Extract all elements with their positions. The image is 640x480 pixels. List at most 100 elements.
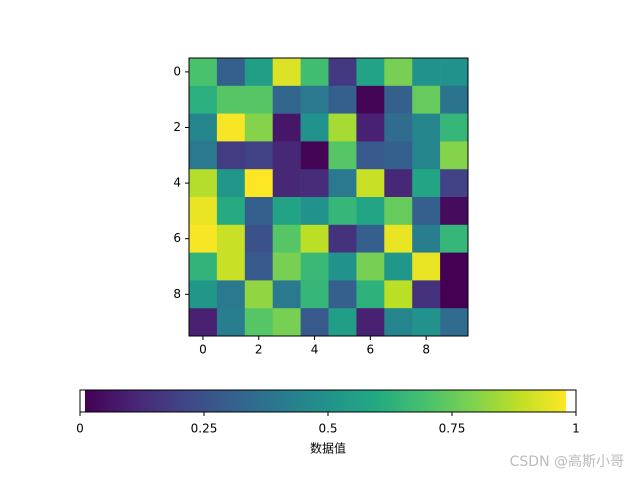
heatmap-cell (189, 113, 218, 142)
heatmap-cell (244, 141, 273, 170)
heatmap-cell (328, 252, 357, 281)
heatmap-cell (216, 252, 246, 281)
heatmap-cell (244, 113, 273, 142)
heatmap-cell (300, 252, 329, 281)
heatmap-cell (440, 113, 469, 142)
heatmap-cell (189, 280, 218, 309)
x-tick-label: 8 (422, 343, 430, 357)
heatmap-cell (384, 197, 413, 226)
y-tick-label: 6 (173, 231, 181, 245)
heatmap-cell (244, 308, 273, 337)
heatmap-cell (272, 224, 301, 253)
heatmap-cell (328, 113, 357, 142)
heatmap-cell (272, 141, 301, 170)
y-tick-label: 4 (173, 176, 181, 190)
heatmap-cell (440, 224, 469, 253)
plot-frame (188, 57, 469, 337)
heatmap-cell (440, 308, 469, 337)
heatmap-cell (412, 85, 441, 114)
y-tick-label: 8 (173, 287, 181, 301)
heatmap-cell (300, 280, 329, 309)
heatmap-cell (440, 280, 469, 309)
heatmap-cell (189, 141, 218, 170)
heatmap-cell (272, 169, 301, 198)
heatmap-cell (412, 58, 441, 87)
x-tick-label: 0 (199, 343, 207, 357)
y-tick-label: 0 (173, 64, 181, 78)
heatmap-cell (384, 85, 413, 114)
heatmap-cell (272, 58, 301, 87)
heatmap-cell (300, 85, 329, 114)
heatmap-cell (328, 280, 357, 309)
colorbar-tick-label: 0.5 (318, 422, 337, 436)
heatmap-cell (384, 113, 413, 142)
heatmap-cell (216, 141, 246, 170)
heatmap-cell (384, 252, 413, 281)
heatmap-cell (300, 308, 329, 337)
heatmap-cell (272, 308, 301, 337)
heatmap-cell (328, 141, 357, 170)
y-tick-label: 2 (173, 120, 181, 134)
heatmap-cell (440, 85, 469, 114)
heatmap-cell (384, 141, 413, 170)
heatmap-cell (384, 169, 413, 198)
heatmap-cell (328, 169, 357, 198)
heatmap-cell (300, 113, 329, 142)
heatmap-cell (412, 169, 441, 198)
heatmap-cell (412, 224, 441, 253)
heatmap-cell (189, 85, 218, 114)
heatmap-cell (244, 252, 273, 281)
heatmap-cell (412, 113, 441, 142)
heatmap-cell (189, 224, 218, 253)
heatmap-cell (300, 224, 329, 253)
heatmap-cell (189, 58, 218, 87)
heatmap-cell (216, 280, 246, 309)
heatmap-cell (244, 169, 273, 198)
heatmap-cell (384, 280, 413, 309)
heatmap-cell (440, 141, 469, 170)
colorbar-gradient (84, 390, 567, 412)
heatmap-cell (412, 252, 441, 281)
heatmap-cell (272, 252, 301, 281)
colorbar-tick-label: 0.25 (191, 422, 218, 436)
heatmap-cell (216, 224, 246, 253)
heatmap-cell (272, 85, 301, 114)
heatmap-cell (216, 85, 246, 114)
heatmap-cell (356, 113, 385, 142)
heatmap-cell (356, 141, 385, 170)
heatmap-cell (244, 224, 273, 253)
heatmap-cell (300, 141, 329, 170)
watermark: CSDN @高斯小哥 (510, 453, 624, 470)
heatmap-cell (384, 308, 413, 337)
heatmap-cell (244, 197, 273, 226)
heatmap-cell (189, 252, 218, 281)
colorbar-tick-label: 0.75 (439, 422, 466, 436)
heatmap-cell (412, 141, 441, 170)
heatmap-cell (216, 197, 246, 226)
heatmap-cell (356, 252, 385, 281)
heatmap-cell (356, 280, 385, 309)
heatmap-cell (244, 85, 273, 114)
x-tick-label: 2 (255, 343, 263, 357)
heatmap-cell (356, 197, 385, 226)
heatmap-cell (216, 58, 246, 87)
heatmap-cell (272, 280, 301, 309)
colorbar-label: 数据值 (310, 441, 346, 456)
heatmap-cell (328, 308, 357, 337)
heatmap-cell (328, 58, 357, 87)
heatmap-cell (328, 224, 357, 253)
heatmap-cell (412, 197, 441, 226)
heatmap-cell (272, 197, 301, 226)
heatmap-cell (440, 58, 469, 87)
heatmap-cell (356, 169, 385, 198)
heatmap-cell (244, 58, 273, 87)
heatmap-cell (300, 169, 329, 198)
heatmap-cell (440, 169, 469, 198)
colorbar-tick-label: 1 (572, 422, 580, 436)
heatmap-cell (356, 308, 385, 337)
heatmap-cell (244, 280, 273, 309)
heatmap-cell (300, 197, 329, 226)
heatmap-cell (412, 280, 441, 309)
heatmap-cell (300, 58, 329, 87)
